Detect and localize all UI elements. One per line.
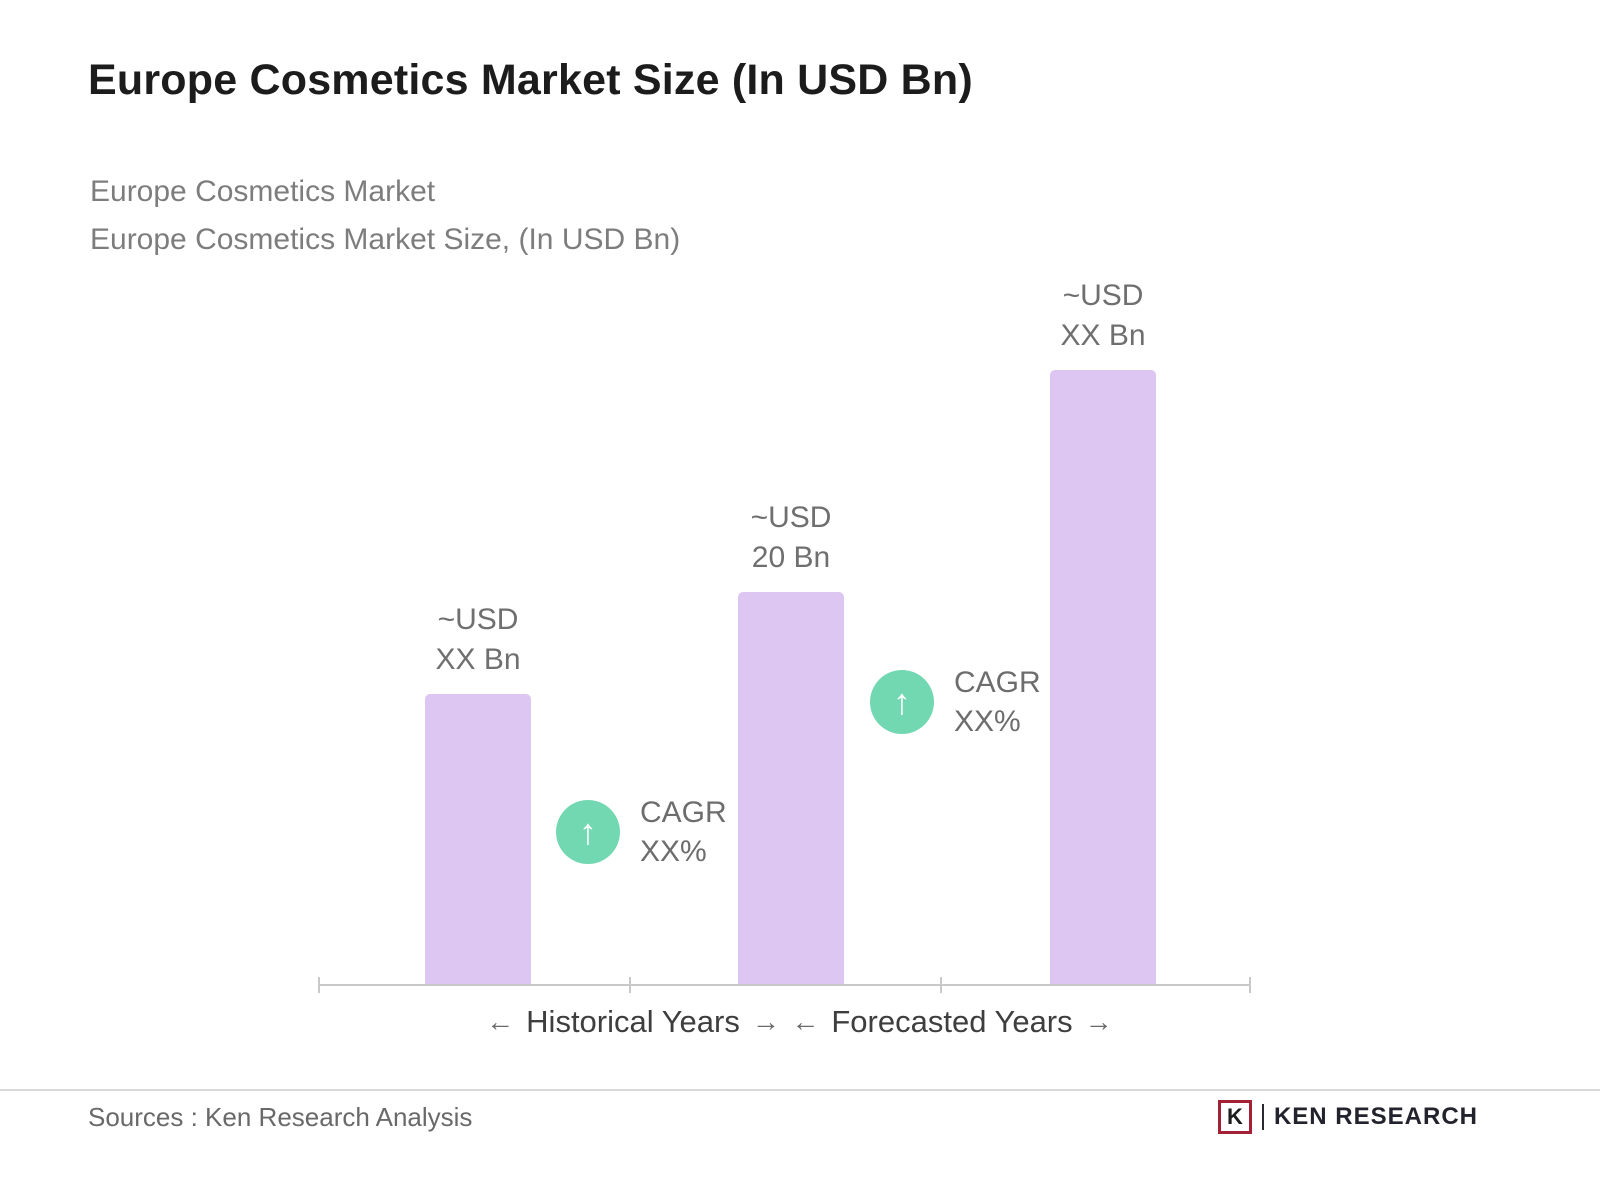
bar-value-line-2: XX Bn (435, 643, 521, 676)
arrow-left-icon: ← (486, 1006, 515, 1037)
bar-value-label: ~USD XX Bn (1060, 276, 1145, 356)
arrow-left-icon: ← (791, 1006, 820, 1037)
axis-tick (1249, 977, 1251, 993)
axis-group-label-text: Forecasted Years (831, 1004, 1073, 1039)
bar-group-historical-end: ~USD 20 Bn (738, 501, 844, 985)
bar-value-line-2: XX Bn (1060, 319, 1146, 352)
bar-value-label: ~USD XX Bn (435, 600, 520, 680)
bar-group-forecast-end: ~USD XX Bn (1050, 279, 1156, 985)
arrow-up-icon: ↑ (579, 811, 597, 852)
axis-group-forecasted-years: ← Forecasted Years → (791, 1004, 1112, 1040)
axis-group-label-text: Historical Years (526, 1004, 740, 1039)
bar-value-line-2: 20 Bn (751, 541, 831, 574)
x-axis (318, 977, 1251, 993)
bar-value-line-1: ~USD (1062, 279, 1144, 312)
footer-divider (0, 1089, 1600, 1091)
arrow-up-circle-icon: ↑ (556, 800, 620, 864)
arrow-right-icon: → (1084, 1006, 1113, 1037)
axis-group-historical-years: ← Historical Years → (486, 1004, 780, 1040)
brand-k-icon: K (1217, 1100, 1252, 1134)
cagr-annotation-historical: ↑ CAGR XX% (556, 793, 727, 871)
axis-tick (940, 977, 942, 993)
arrow-up-circle-icon: ↑ (870, 670, 934, 734)
ken-research-logo: K KEN RESEARCH (1217, 1100, 1478, 1134)
subtitle-line-1: Europe Cosmetics Market (90, 175, 436, 208)
axis-tick (629, 977, 631, 993)
subtitle-line-2: Europe Cosmetics Market Size, (In USD Bn… (90, 223, 681, 256)
bar-group-historical-start: ~USD XX Bn (425, 603, 531, 985)
brand-separator (1261, 1104, 1264, 1130)
arrow-right-icon: → (751, 1006, 780, 1037)
cagr-annotation-forecast: ↑ CAGR XX% (870, 663, 1041, 741)
bar (1050, 370, 1156, 985)
bar (425, 694, 531, 985)
axis-tick (318, 977, 320, 993)
chart-subtitle: Europe Cosmetics Market Europe Cosmetics… (90, 168, 680, 264)
arrow-up-icon: ↑ (893, 681, 911, 722)
bar-value-label: ~USD 20 Bn (751, 498, 832, 578)
bar (738, 592, 844, 985)
bar-value-line-1: ~USD (750, 501, 832, 534)
bar-value-line-1: ~USD (437, 603, 519, 636)
source-note: Sources : Ken Research Analysis (88, 1102, 473, 1132)
brand-name: KEN RESEARCH (1273, 1103, 1478, 1130)
cagr-label: CAGR XX% (640, 796, 727, 868)
cagr-label: CAGR XX% (954, 666, 1041, 738)
page-title: Europe Cosmetics Market Size (In USD Bn) (88, 56, 973, 104)
